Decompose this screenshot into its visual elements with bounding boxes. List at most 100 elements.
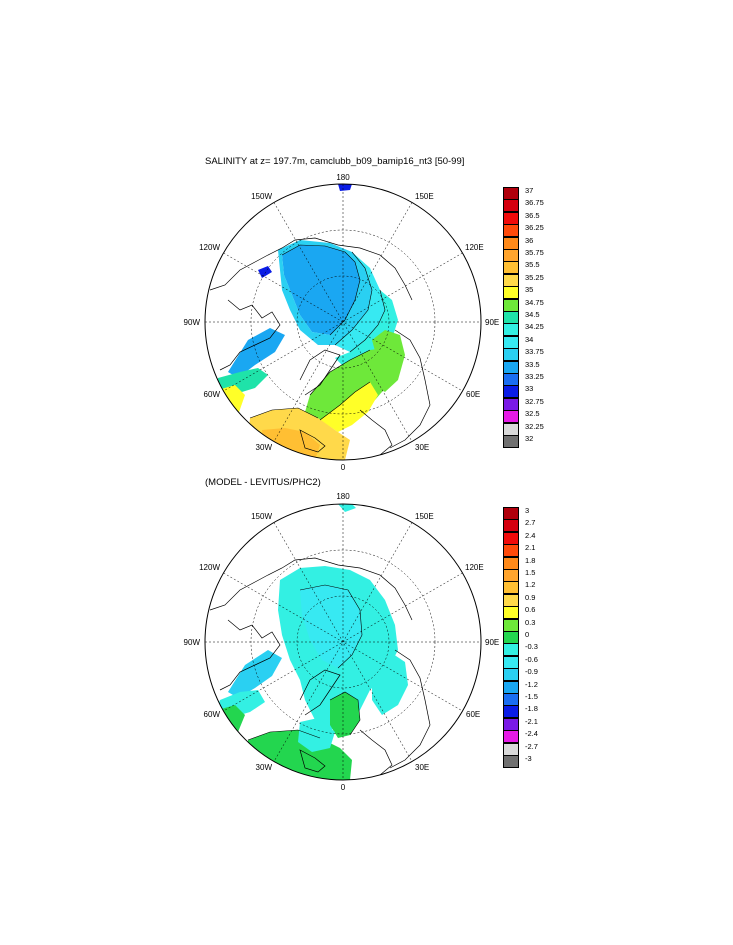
salinity-region-34-75 [305, 348, 395, 420]
legend-label: 33.75 [525, 347, 544, 357]
bottom-lon-label: 180 [336, 492, 350, 501]
top-lon-label: 30E [415, 443, 429, 452]
salinity-region-33-75 [278, 240, 372, 345]
legend-swatch [503, 544, 519, 558]
legend-swatch [503, 311, 519, 324]
legend-label: 34.75 [525, 297, 544, 307]
legend-label: 2.1 [525, 543, 536, 553]
legend-label: -2.1 [525, 716, 538, 726]
top-coastlines [209, 237, 431, 456]
bottom-lon-label: 90E [485, 638, 499, 647]
legend-swatch [503, 249, 519, 262]
legend-label: 36 [525, 235, 534, 245]
legend-label: 32.25 [525, 421, 544, 431]
legend-swatch [503, 397, 519, 411]
top-lon-label: 150E [415, 192, 434, 201]
legend-label: -3 [525, 754, 532, 763]
bottom-longitude-labels: 180 150E 120E 90E 60E 30E 0 30W 60W 90W … [184, 492, 500, 792]
top-plot-title: SALINITY at z= 197.7m, camclubb_b09_bami… [205, 156, 465, 167]
salinity-region-35 [320, 382, 378, 432]
top-graticule [205, 184, 481, 460]
bottom-lon-label: 90W [184, 638, 201, 647]
legend-label: 1.8 [525, 555, 536, 565]
top-lon-label: 120E [465, 243, 484, 252]
legend-label: 1.5 [525, 568, 536, 577]
legend-label: -2.4 [525, 729, 538, 739]
legend-swatch [503, 569, 519, 582]
bottom-lon-label: 0 [341, 783, 346, 792]
legend-label: 1.2 [525, 580, 536, 590]
anomaly-region-pacific [338, 504, 356, 512]
legend-label: -1.8 [525, 704, 538, 714]
legend-label: 33.5 [525, 359, 540, 369]
top-lon-label: 90W [184, 318, 201, 327]
legend-swatch [503, 410, 519, 424]
legend-swatch [503, 531, 519, 545]
legend-swatch [503, 680, 519, 694]
legend-swatch [503, 261, 519, 275]
bottom-lon-label: 150E [415, 512, 434, 521]
legend-swatch [503, 323, 519, 337]
top-longitude-labels: 180 150E 120E 90E 60E 30E 0 30W 60W 90W … [184, 173, 500, 472]
legend-label: 32.5 [525, 409, 540, 419]
legend-swatch [503, 668, 519, 682]
legend-swatch [503, 693, 519, 706]
legend-label: 32 [525, 434, 534, 443]
legend-label: 36.5 [525, 210, 540, 220]
legend-swatch [503, 373, 519, 386]
legend-swatch [503, 593, 519, 607]
anomaly-region-barents [330, 692, 360, 738]
top-lon-label: 60W [204, 390, 221, 399]
legend-swatch [503, 507, 519, 520]
legend-swatch [503, 730, 519, 744]
legend-swatch [503, 348, 519, 362]
legend-label: 35 [525, 285, 534, 295]
legend-label: 3 [525, 506, 530, 515]
legend-swatch [503, 199, 519, 213]
legend-label: -1.2 [525, 679, 538, 689]
legend-swatch [503, 556, 519, 570]
legend-label: 35.75 [525, 248, 544, 257]
legend-label: 36.75 [525, 198, 544, 208]
legend-label: -1.5 [525, 692, 538, 701]
bottom-lon-label: 120E [465, 563, 484, 572]
legend-label: 35.5 [525, 260, 540, 270]
legend-label: 2.4 [525, 530, 536, 540]
legend-label: 32.75 [525, 396, 544, 406]
legend-swatch [503, 224, 519, 238]
top-contours [249, 244, 386, 421]
salinity-region-34 [335, 252, 385, 352]
legend-label: 33.25 [525, 372, 544, 381]
anomaly-region-kara [372, 652, 408, 715]
legend-swatch [503, 422, 519, 436]
top-lon-label: 60E [466, 390, 480, 399]
bottom-contours [247, 584, 363, 741]
legend-swatch [503, 211, 519, 225]
bottom-map-border [204, 503, 482, 781]
top-lon-label: 90E [485, 318, 499, 327]
legend-swatch [503, 606, 519, 620]
legend-swatch [503, 335, 519, 349]
legend-swatch [503, 385, 519, 399]
legend-swatch [503, 236, 519, 250]
top-lon-label: 120W [199, 243, 220, 252]
legend-label: 34.5 [525, 310, 540, 319]
legend-swatch [503, 360, 519, 374]
anomaly-region-neg [300, 585, 362, 668]
legend-label: 0.9 [525, 592, 536, 602]
legend-swatch [503, 717, 519, 731]
legend-swatch [503, 286, 519, 300]
legend-label: 34 [525, 334, 534, 344]
legend-label: 2.7 [525, 518, 536, 528]
salinity-region-pacific-blue [338, 184, 352, 191]
legend-swatch [503, 581, 519, 595]
bottom-lon-label: 150W [251, 512, 272, 521]
legend-label: 37 [525, 186, 534, 195]
legend-label: 0.6 [525, 605, 536, 615]
legend-swatch [503, 742, 519, 756]
top-lon-label: 180 [336, 173, 350, 182]
bottom-coastlines [209, 557, 431, 776]
legend-swatch [503, 631, 519, 644]
